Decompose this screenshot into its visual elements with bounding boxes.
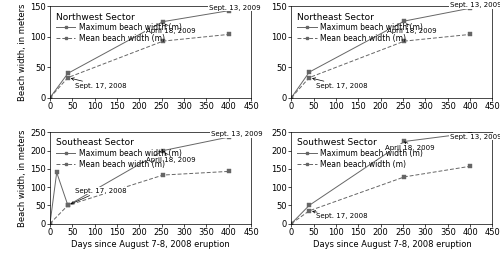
Text: Sept. 17, 2008: Sept. 17, 2008: [71, 188, 126, 204]
Text: April 18, 2009: April 18, 2009: [146, 24, 196, 34]
Legend: Maximum beach width (m), Mean beach width (m): Maximum beach width (m), Mean beach widt…: [295, 136, 426, 171]
Text: Sept. 13, 2009: Sept. 13, 2009: [450, 134, 500, 140]
Text: April 18, 2009: April 18, 2009: [385, 142, 435, 151]
Text: April 18, 2009: April 18, 2009: [146, 153, 196, 163]
Text: April 18, 2009: April 18, 2009: [388, 24, 437, 34]
Text: Sept. 17, 2008: Sept. 17, 2008: [313, 210, 368, 219]
Legend: Maximum beach width (m), Mean beach width (m): Maximum beach width (m), Mean beach widt…: [295, 10, 426, 45]
Y-axis label: Beach width, in meters: Beach width, in meters: [18, 129, 28, 227]
Legend: Maximum beach width (m), Mean beach width (m): Maximum beach width (m), Mean beach widt…: [54, 136, 184, 171]
Legend: Maximum beach width (m), Mean beach width (m): Maximum beach width (m), Mean beach widt…: [54, 10, 184, 45]
Text: Sept. 13, 2009: Sept. 13, 2009: [208, 5, 260, 11]
Text: Sept. 17, 2008: Sept. 17, 2008: [312, 78, 368, 88]
Text: Sept. 13, 2009: Sept. 13, 2009: [211, 131, 262, 137]
Y-axis label: Beach width, in meters: Beach width, in meters: [18, 3, 28, 101]
Text: Sept. 13, 2009: Sept. 13, 2009: [450, 2, 500, 8]
X-axis label: Days since August 7-8, 2008 eruption: Days since August 7-8, 2008 eruption: [312, 240, 472, 249]
Text: Sept. 17, 2008: Sept. 17, 2008: [72, 78, 126, 88]
X-axis label: Days since August 7-8, 2008 eruption: Days since August 7-8, 2008 eruption: [71, 240, 230, 249]
